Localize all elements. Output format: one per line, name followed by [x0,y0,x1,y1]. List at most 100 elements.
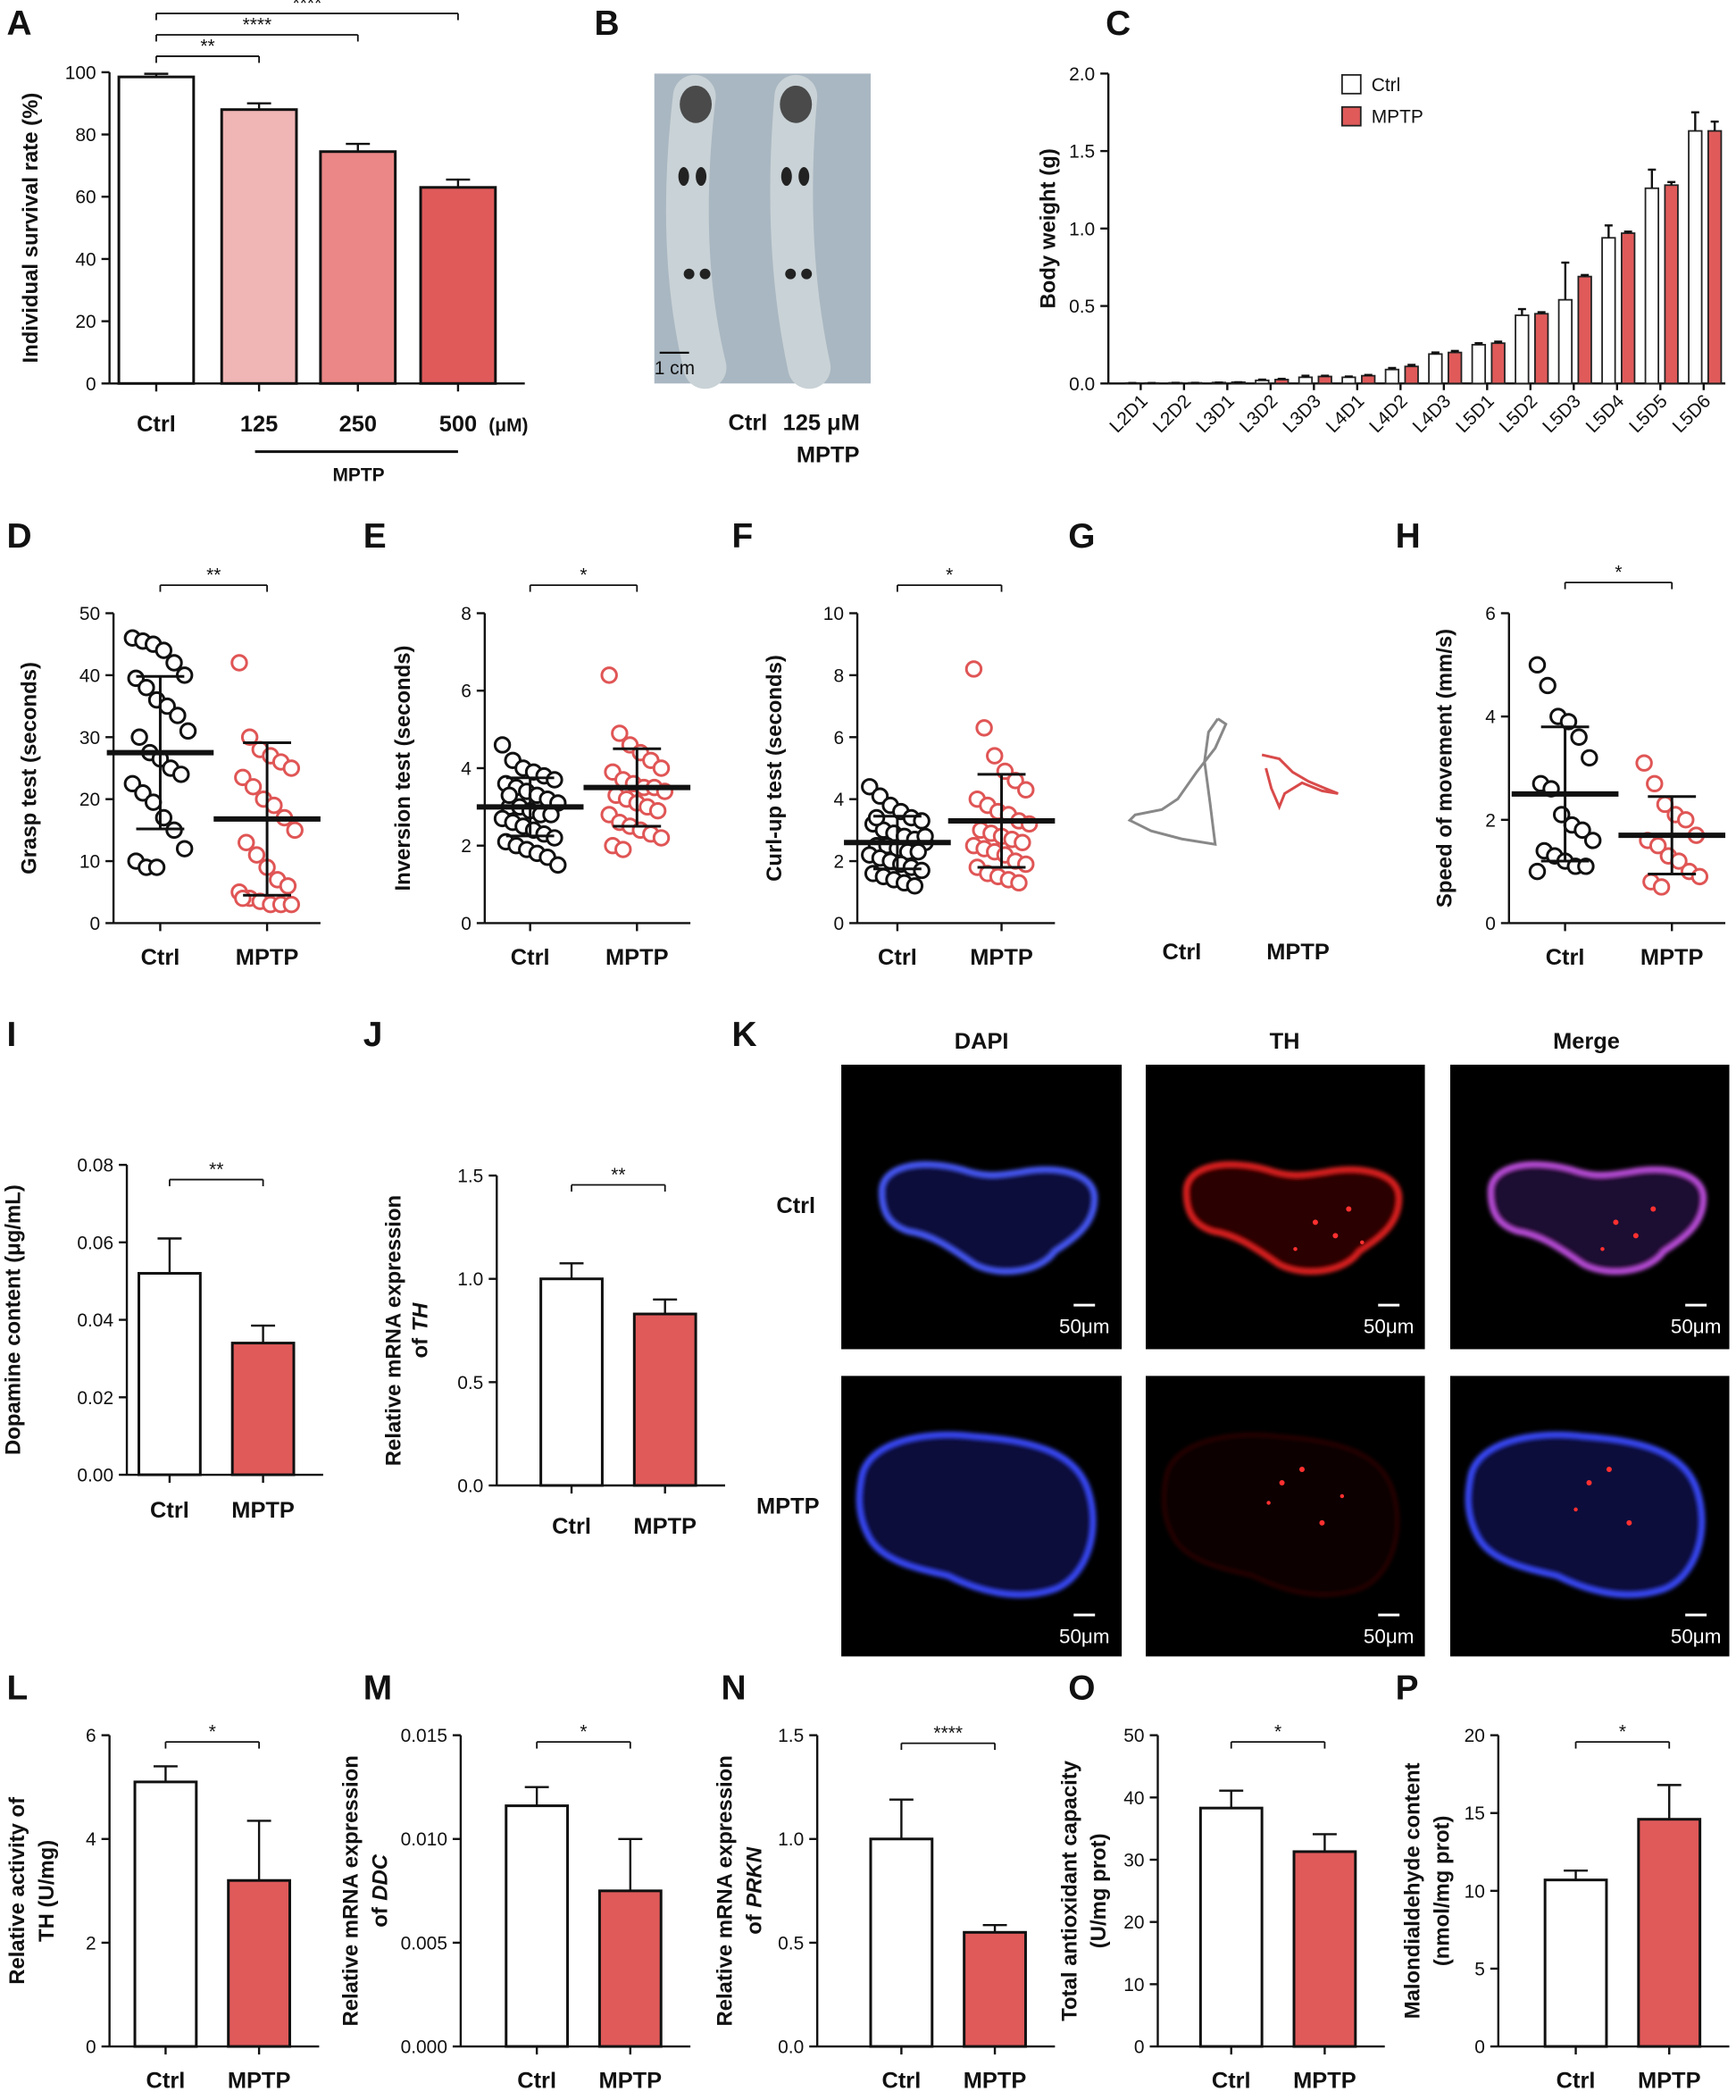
data-point [1646,774,1664,793]
y-tick-label: 0.04 [77,1310,113,1331]
y-tick-label: 30 [1123,1850,1144,1870]
y-tick-label: 8 [833,665,844,686]
y-tick-label: 20 [1123,1912,1144,1933]
y-axis-label-text: of [369,1907,393,1928]
y-axis-label-gene: PRKN [742,1846,766,1907]
x-tick-label: Ctrl [1546,945,1585,970]
panel-label: K [731,1016,756,1054]
data-point [1677,811,1695,829]
y-tick-label: 0 [1474,2037,1485,2058]
bar [1404,365,1419,385]
bar [419,186,497,385]
significance-label: **** [293,0,322,14]
bar [133,1780,198,2048]
category-label: Ctrl [729,411,768,436]
scale-bar-label: 50μm [1671,1625,1722,1647]
significance-label: * [580,565,587,586]
x-tick-label: 125 [240,412,278,437]
y-axis-label: TH (U/mg) [35,1840,59,1942]
bar [1534,313,1549,385]
y-tick-label: 0.000 [401,2037,447,2058]
y-axis-label-text: Relative mRNA expression [339,1755,363,2026]
data-point [175,840,194,858]
row-label: MPTP [756,1493,820,1519]
significance-label: * [209,1722,216,1743]
x-tick-label: Ctrl [552,1514,591,1539]
bar [1644,187,1660,385]
bar [505,1804,570,2048]
x-tick-label: MPTP [1293,2068,1356,2093]
bar [319,150,397,385]
panel-label: P [1396,1669,1419,1707]
data-point [154,808,173,827]
y-tick-label: 10 [1123,1975,1144,1995]
x-tick-label: L4D3 [1409,391,1456,438]
y-tick-label: 0.015 [401,1726,447,1746]
data-point [172,766,190,783]
x-tick-label: L4D1 [1323,391,1369,438]
significance-label: **** [243,15,272,36]
y-tick-label: 30 [79,728,100,749]
row-label: Ctrl [776,1193,815,1218]
x-tick-label: L3D1 [1192,391,1239,438]
y-tick-label: 100 [65,63,96,83]
data-point [500,786,519,805]
y-axis-label-text: Dopamine content (μg/mL) [1,1184,25,1455]
data-point [154,641,173,659]
panel-label: C [1106,4,1131,43]
panel-label: B [594,4,619,43]
bar [1515,314,1530,385]
x-tick-label: L5D1 [1452,391,1498,438]
bar [1448,351,1463,385]
y-tick-label: 0.5 [778,1933,804,1954]
bar [1664,184,1679,385]
y-axis-label-text: Body weight (g) [1036,148,1060,308]
y-tick-label: 40 [79,665,100,686]
bar [1361,374,1376,385]
x-tick-label: MPTP [1638,2068,1701,2093]
data-point [1528,862,1547,881]
data-point [964,660,983,678]
data-point [1573,821,1591,840]
unit-label: (μM) [488,415,528,436]
y-axis-label: Total antioxidant capacity [1057,1760,1081,2021]
y-tick-label: 0.06 [77,1233,113,1253]
data-point [1528,656,1547,674]
data-point [611,724,629,742]
panel-label: N [722,1669,747,1707]
y-axis-label-text: Relative mRNA expression [382,1195,406,1466]
y-axis-label: Grasp test (seconds) [17,662,41,874]
y-axis-label: of TH [409,1302,433,1359]
significance-label: ** [206,565,221,586]
y-tick-label: 6 [1485,604,1496,624]
bar [230,1342,296,1477]
y-axis-label: Relative mRNA expression [713,1755,737,2026]
bar [597,1889,663,2048]
data-point [600,666,618,684]
data-point [909,842,927,861]
data-point [234,889,252,908]
data-point [614,841,632,858]
data-point [975,719,993,737]
bar [869,1837,934,2048]
x-tick-label: Ctrl [878,945,917,970]
data-point [1017,855,1035,874]
data-point [1559,713,1578,731]
y-tick-label: 0 [1485,914,1496,934]
data-point [247,846,266,864]
y-tick-label: 0.00 [77,1466,113,1486]
bar [1298,376,1314,385]
y-tick-label: 0 [86,2037,96,2058]
y-axis-label-text: Individual survival rate (%) [19,93,43,364]
y-axis-label-text: (U/mg prot) [1087,1833,1111,1948]
x-tick-label: MPTP [605,945,669,970]
scale-bar-label: 50μm [1671,1316,1722,1338]
y-axis-label-text: Grasp test (seconds) [17,662,41,874]
y-tick-label: 1.0 [457,1269,483,1290]
bar [1341,376,1356,385]
x-tick-label: Ctrl [1557,2068,1596,2093]
y-tick-label: 10 [79,852,100,873]
data-point [130,728,148,747]
data-point [652,829,671,847]
data-point [147,858,166,876]
